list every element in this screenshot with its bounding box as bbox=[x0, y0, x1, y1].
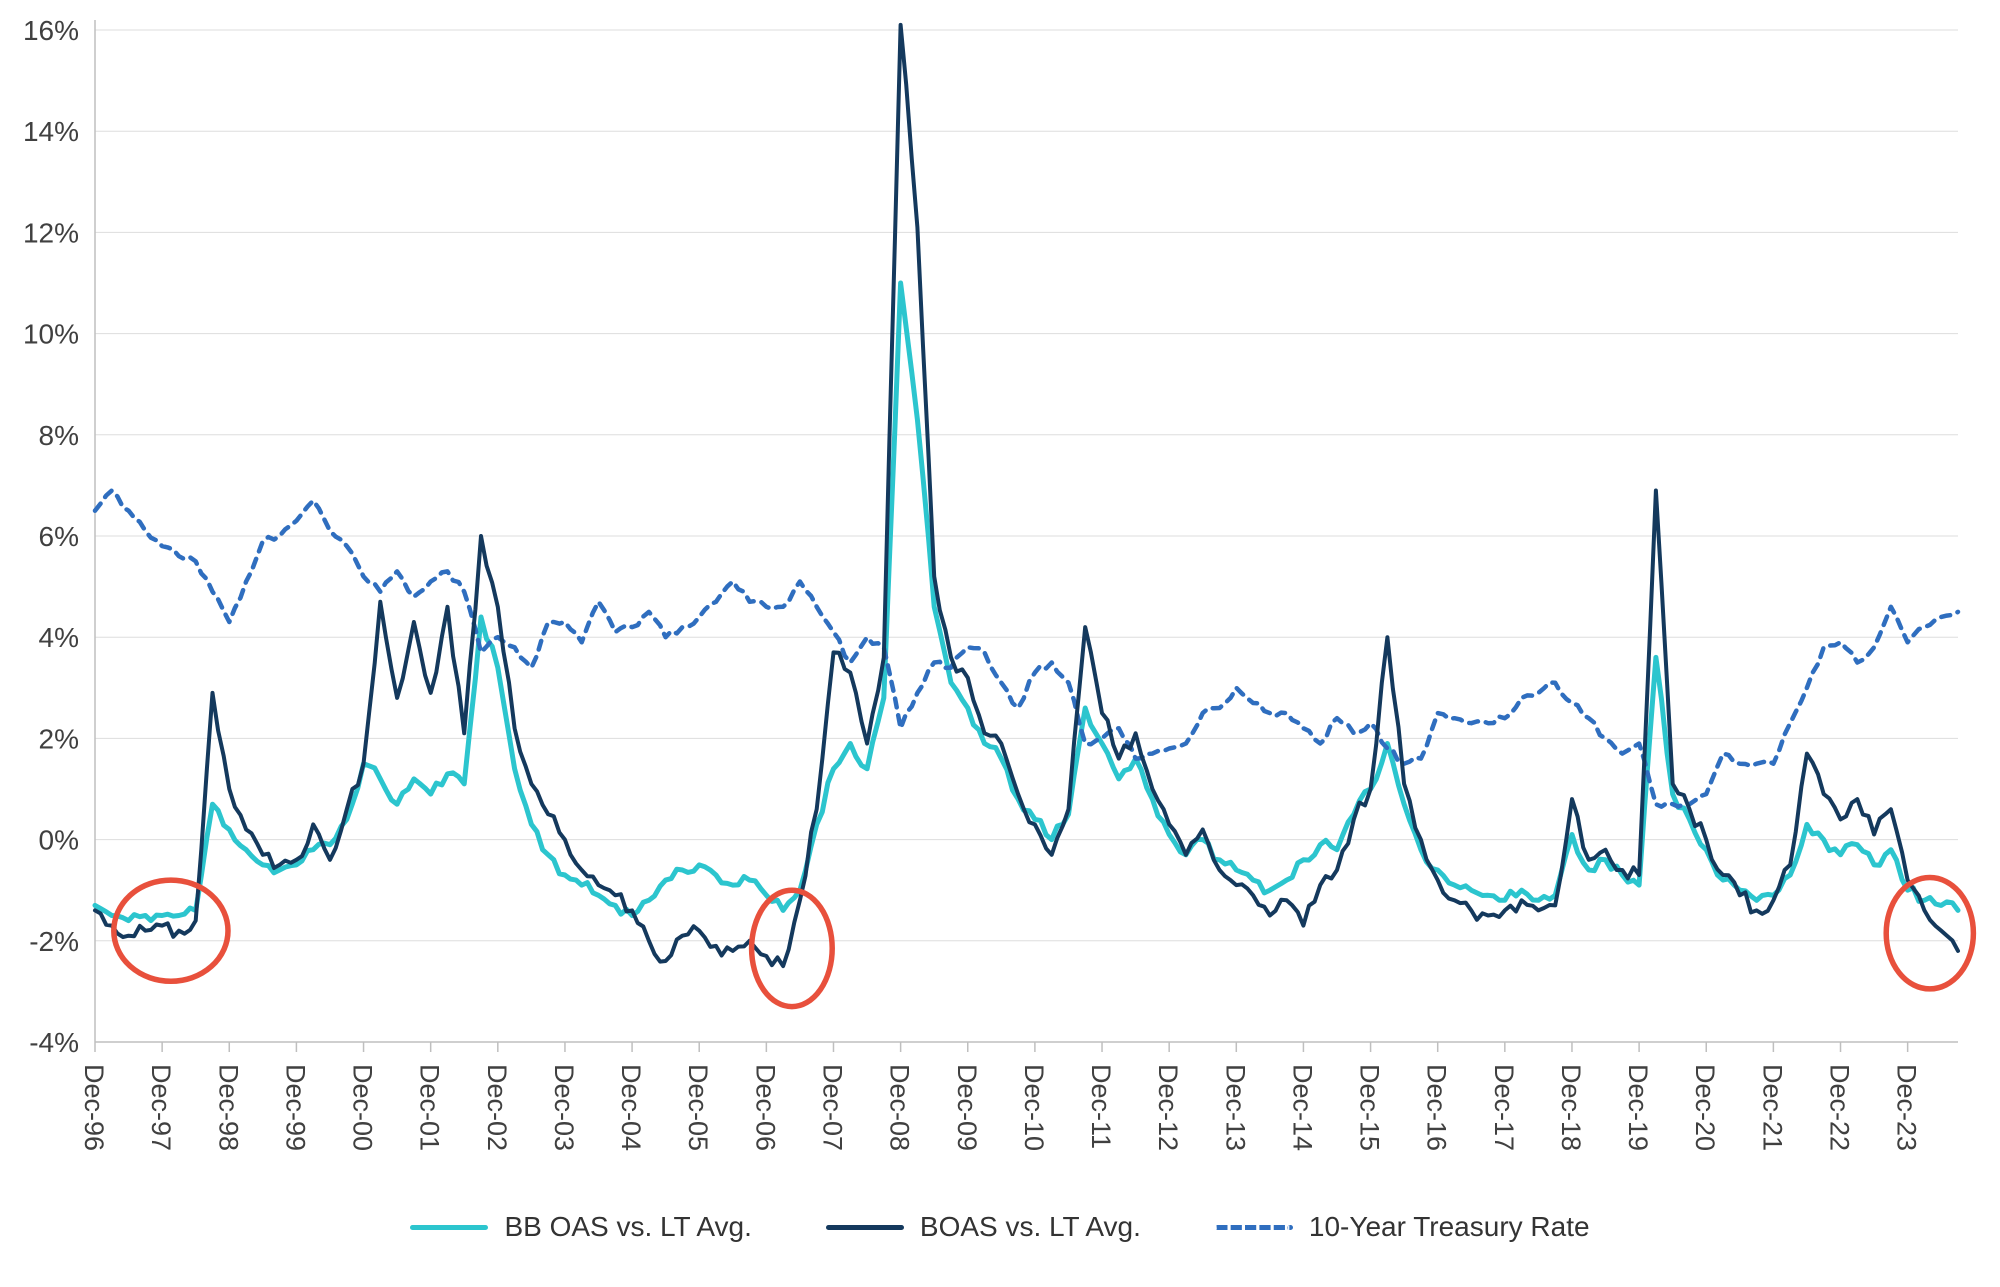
legend-label-bb-oas: BB OAS vs. LT Avg. bbox=[504, 1211, 752, 1242]
x-tick-label: Dec-11 bbox=[1086, 1064, 1116, 1149]
x-tick-label: Dec-05 bbox=[683, 1064, 713, 1151]
x-tick-label: Dec-19 bbox=[1623, 1064, 1653, 1151]
y-tick-label: -2% bbox=[29, 926, 79, 957]
x-tick-label: Dec-16 bbox=[1422, 1064, 1452, 1151]
legend-swatch-treasury bbox=[1214, 1224, 1293, 1230]
chart-legend: BB OAS vs. LT Avg. BOAS vs. LT Avg. 10-Y… bbox=[0, 1211, 2000, 1243]
x-tick-label: Dec-07 bbox=[817, 1064, 847, 1151]
x-tick-label: Dec-13 bbox=[1220, 1064, 1250, 1151]
legend-label-treasury: 10-Year Treasury Rate bbox=[1308, 1211, 1590, 1242]
x-tick-label: Dec-14 bbox=[1287, 1064, 1317, 1151]
legend-item-bb-oas: BB OAS vs. LT Avg. bbox=[410, 1211, 752, 1243]
x-tick-label: Dec-99 bbox=[280, 1064, 310, 1151]
y-tick-label: 6% bbox=[39, 521, 79, 552]
x-tick-label: Dec-20 bbox=[1690, 1064, 1720, 1151]
series-line-0 bbox=[92, 280, 1961, 924]
y-tick-label: 2% bbox=[39, 723, 79, 754]
x-tick-label: Dec-21 bbox=[1757, 1064, 1787, 1151]
x-tick-label: Dec-10 bbox=[1019, 1064, 1049, 1151]
legend-item-treasury: 10-Year Treasury Rate bbox=[1214, 1211, 1590, 1243]
legend-swatch-boas bbox=[825, 1224, 904, 1230]
annotation-circle-3 bbox=[1883, 874, 1977, 992]
y-tick-label: -4% bbox=[29, 1027, 79, 1058]
x-tick-label: Dec-00 bbox=[348, 1064, 378, 1151]
x-tick-label: Dec-18 bbox=[1556, 1064, 1586, 1151]
y-tick-label: 8% bbox=[39, 420, 79, 451]
x-tick-label: Dec-06 bbox=[750, 1064, 780, 1151]
x-tick-label: Dec-02 bbox=[482, 1064, 512, 1151]
y-tick-label: 16% bbox=[23, 15, 79, 46]
x-tick-label: Dec-04 bbox=[616, 1064, 646, 1151]
x-tick-label: Dec-17 bbox=[1489, 1064, 1519, 1151]
y-tick-label: 12% bbox=[23, 217, 79, 248]
x-tick-label: Dec-96 bbox=[79, 1064, 109, 1151]
x-tick-label: Dec-98 bbox=[213, 1064, 243, 1151]
x-tick-label: Dec-15 bbox=[1355, 1064, 1385, 1151]
y-tick-label: 14% bbox=[23, 116, 79, 147]
annotation-circle-2 bbox=[748, 887, 835, 1010]
series-line-1 bbox=[93, 22, 1960, 969]
legend-label-boas: BOAS vs. LT Avg. bbox=[919, 1211, 1141, 1242]
y-tick-label: 4% bbox=[39, 622, 79, 653]
annotation-circle-1 bbox=[111, 877, 231, 985]
legend-swatch-bb-oas bbox=[410, 1224, 489, 1230]
x-tick-label: Dec-08 bbox=[885, 1064, 915, 1151]
x-tick-label: Dec-97 bbox=[146, 1064, 176, 1151]
y-tick-label: 0% bbox=[39, 825, 79, 856]
y-tick-label: 10% bbox=[23, 319, 79, 350]
series-line-2 bbox=[92, 488, 1961, 809]
x-tick-label: Dec-22 bbox=[1825, 1064, 1855, 1151]
x-tick-label: Dec-23 bbox=[1892, 1064, 1922, 1151]
x-tick-label: Dec-09 bbox=[952, 1064, 982, 1151]
chart-canvas: -4% -2% 0% 2% 4% 6% 8% 10% 12% 14% 16% Dec-96 Dec-97… bbox=[23, 15, 1977, 1151]
x-tick-label: Dec-03 bbox=[549, 1064, 579, 1151]
x-tick-label: Dec-01 bbox=[415, 1064, 445, 1151]
x-tick-label: Dec-12 bbox=[1153, 1064, 1183, 1151]
legend-item-boas: BOAS vs. LT Avg. bbox=[825, 1211, 1141, 1243]
